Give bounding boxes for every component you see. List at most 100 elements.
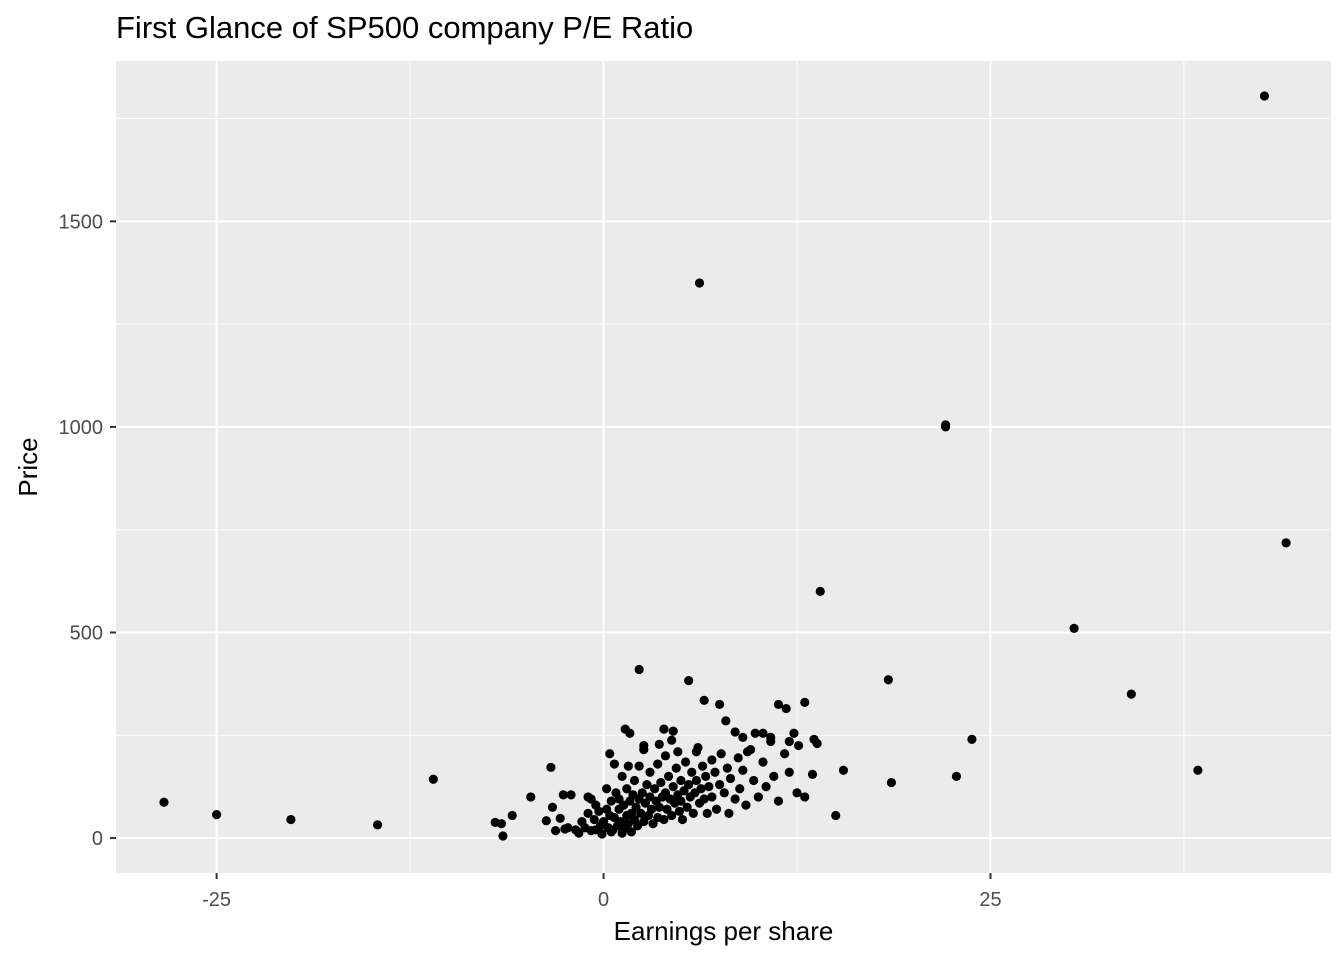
data-point xyxy=(800,697,810,707)
data-point xyxy=(574,828,584,838)
data-point xyxy=(642,780,652,790)
data-point xyxy=(507,810,517,821)
data-point xyxy=(634,761,644,771)
data-point xyxy=(594,806,604,816)
data-point xyxy=(721,716,731,726)
y-tick-label: 1000 xyxy=(59,417,104,439)
data-point xyxy=(688,808,698,818)
data-point xyxy=(653,759,663,769)
data-point xyxy=(701,771,711,781)
data-point xyxy=(646,804,657,814)
data-point xyxy=(671,763,681,773)
data-point xyxy=(1126,689,1136,699)
data-point xyxy=(711,804,722,814)
data-point xyxy=(629,775,640,786)
data-point xyxy=(605,749,615,759)
data-point xyxy=(566,790,576,800)
x-axis-title: Earnings per share xyxy=(614,916,834,946)
data-point xyxy=(758,728,768,738)
data-point xyxy=(694,278,705,288)
data-point xyxy=(702,808,712,818)
data-point xyxy=(663,771,674,781)
data-point xyxy=(716,749,726,759)
data-point xyxy=(691,775,702,786)
data-point xyxy=(547,802,558,812)
data-point xyxy=(680,757,691,767)
data-point xyxy=(742,747,753,757)
data-point xyxy=(784,767,794,777)
data-point xyxy=(715,699,725,710)
x-tick-label: 25 xyxy=(979,889,1001,911)
data-point xyxy=(654,739,664,749)
y-tick-label: 0 xyxy=(92,828,103,850)
data-point xyxy=(546,762,556,772)
x-axis-ticks: -25 0 25 xyxy=(202,873,1002,911)
data-point xyxy=(626,827,637,837)
data-point xyxy=(667,810,677,821)
data-point xyxy=(784,736,794,747)
data-point xyxy=(212,810,222,820)
data-point xyxy=(715,780,725,790)
data-point xyxy=(722,763,732,773)
data-point xyxy=(707,792,717,802)
data-point xyxy=(761,782,771,792)
data-point xyxy=(730,727,740,737)
data-point xyxy=(589,814,599,825)
data-point xyxy=(951,771,962,781)
data-point xyxy=(725,773,736,784)
data-point xyxy=(656,777,666,788)
data-point xyxy=(793,740,804,751)
data-point xyxy=(724,808,734,818)
x-tick-label: -25 xyxy=(202,889,231,911)
data-point xyxy=(676,796,686,806)
data-point xyxy=(634,664,644,675)
data-point xyxy=(730,794,740,804)
data-point xyxy=(498,831,508,841)
data-point xyxy=(699,695,709,705)
data-point xyxy=(738,732,748,742)
data-point xyxy=(753,792,763,802)
data-point xyxy=(563,823,573,833)
data-point xyxy=(769,771,779,781)
data-point xyxy=(673,747,683,757)
data-point xyxy=(800,792,810,802)
data-point xyxy=(558,790,568,800)
data-point xyxy=(886,777,897,788)
data-point xyxy=(625,728,635,738)
data-point xyxy=(637,788,647,798)
data-point xyxy=(698,761,708,771)
data-point xyxy=(789,728,799,738)
data-point xyxy=(684,780,694,790)
data-point xyxy=(645,767,655,777)
data-point xyxy=(668,726,678,736)
data-point xyxy=(696,784,706,794)
data-point xyxy=(636,808,646,818)
data-point xyxy=(838,765,849,775)
data-point xyxy=(684,675,694,686)
data-point xyxy=(526,792,536,802)
data-point xyxy=(659,814,669,825)
data-point xyxy=(831,810,841,821)
data-point xyxy=(735,784,745,794)
data-point xyxy=(668,782,678,792)
plot-panel xyxy=(116,61,1331,873)
data-point xyxy=(749,775,759,786)
data-point xyxy=(541,816,551,826)
data-point xyxy=(758,757,768,767)
data-point xyxy=(676,775,686,786)
data-point xyxy=(807,769,818,779)
data-point xyxy=(609,759,619,769)
data-point xyxy=(792,788,802,798)
data-point xyxy=(682,802,692,812)
data-point xyxy=(667,735,677,745)
data-point xyxy=(781,703,791,714)
data-point xyxy=(659,724,669,734)
data-point xyxy=(654,802,664,812)
data-point xyxy=(741,800,751,810)
data-point xyxy=(602,784,612,794)
data-point xyxy=(967,734,977,744)
y-axis-ticks: 0 500 1000 1500 xyxy=(59,211,116,850)
data-point xyxy=(1281,538,1291,548)
x-tick-label: 0 xyxy=(598,889,609,911)
data-point xyxy=(707,755,717,765)
